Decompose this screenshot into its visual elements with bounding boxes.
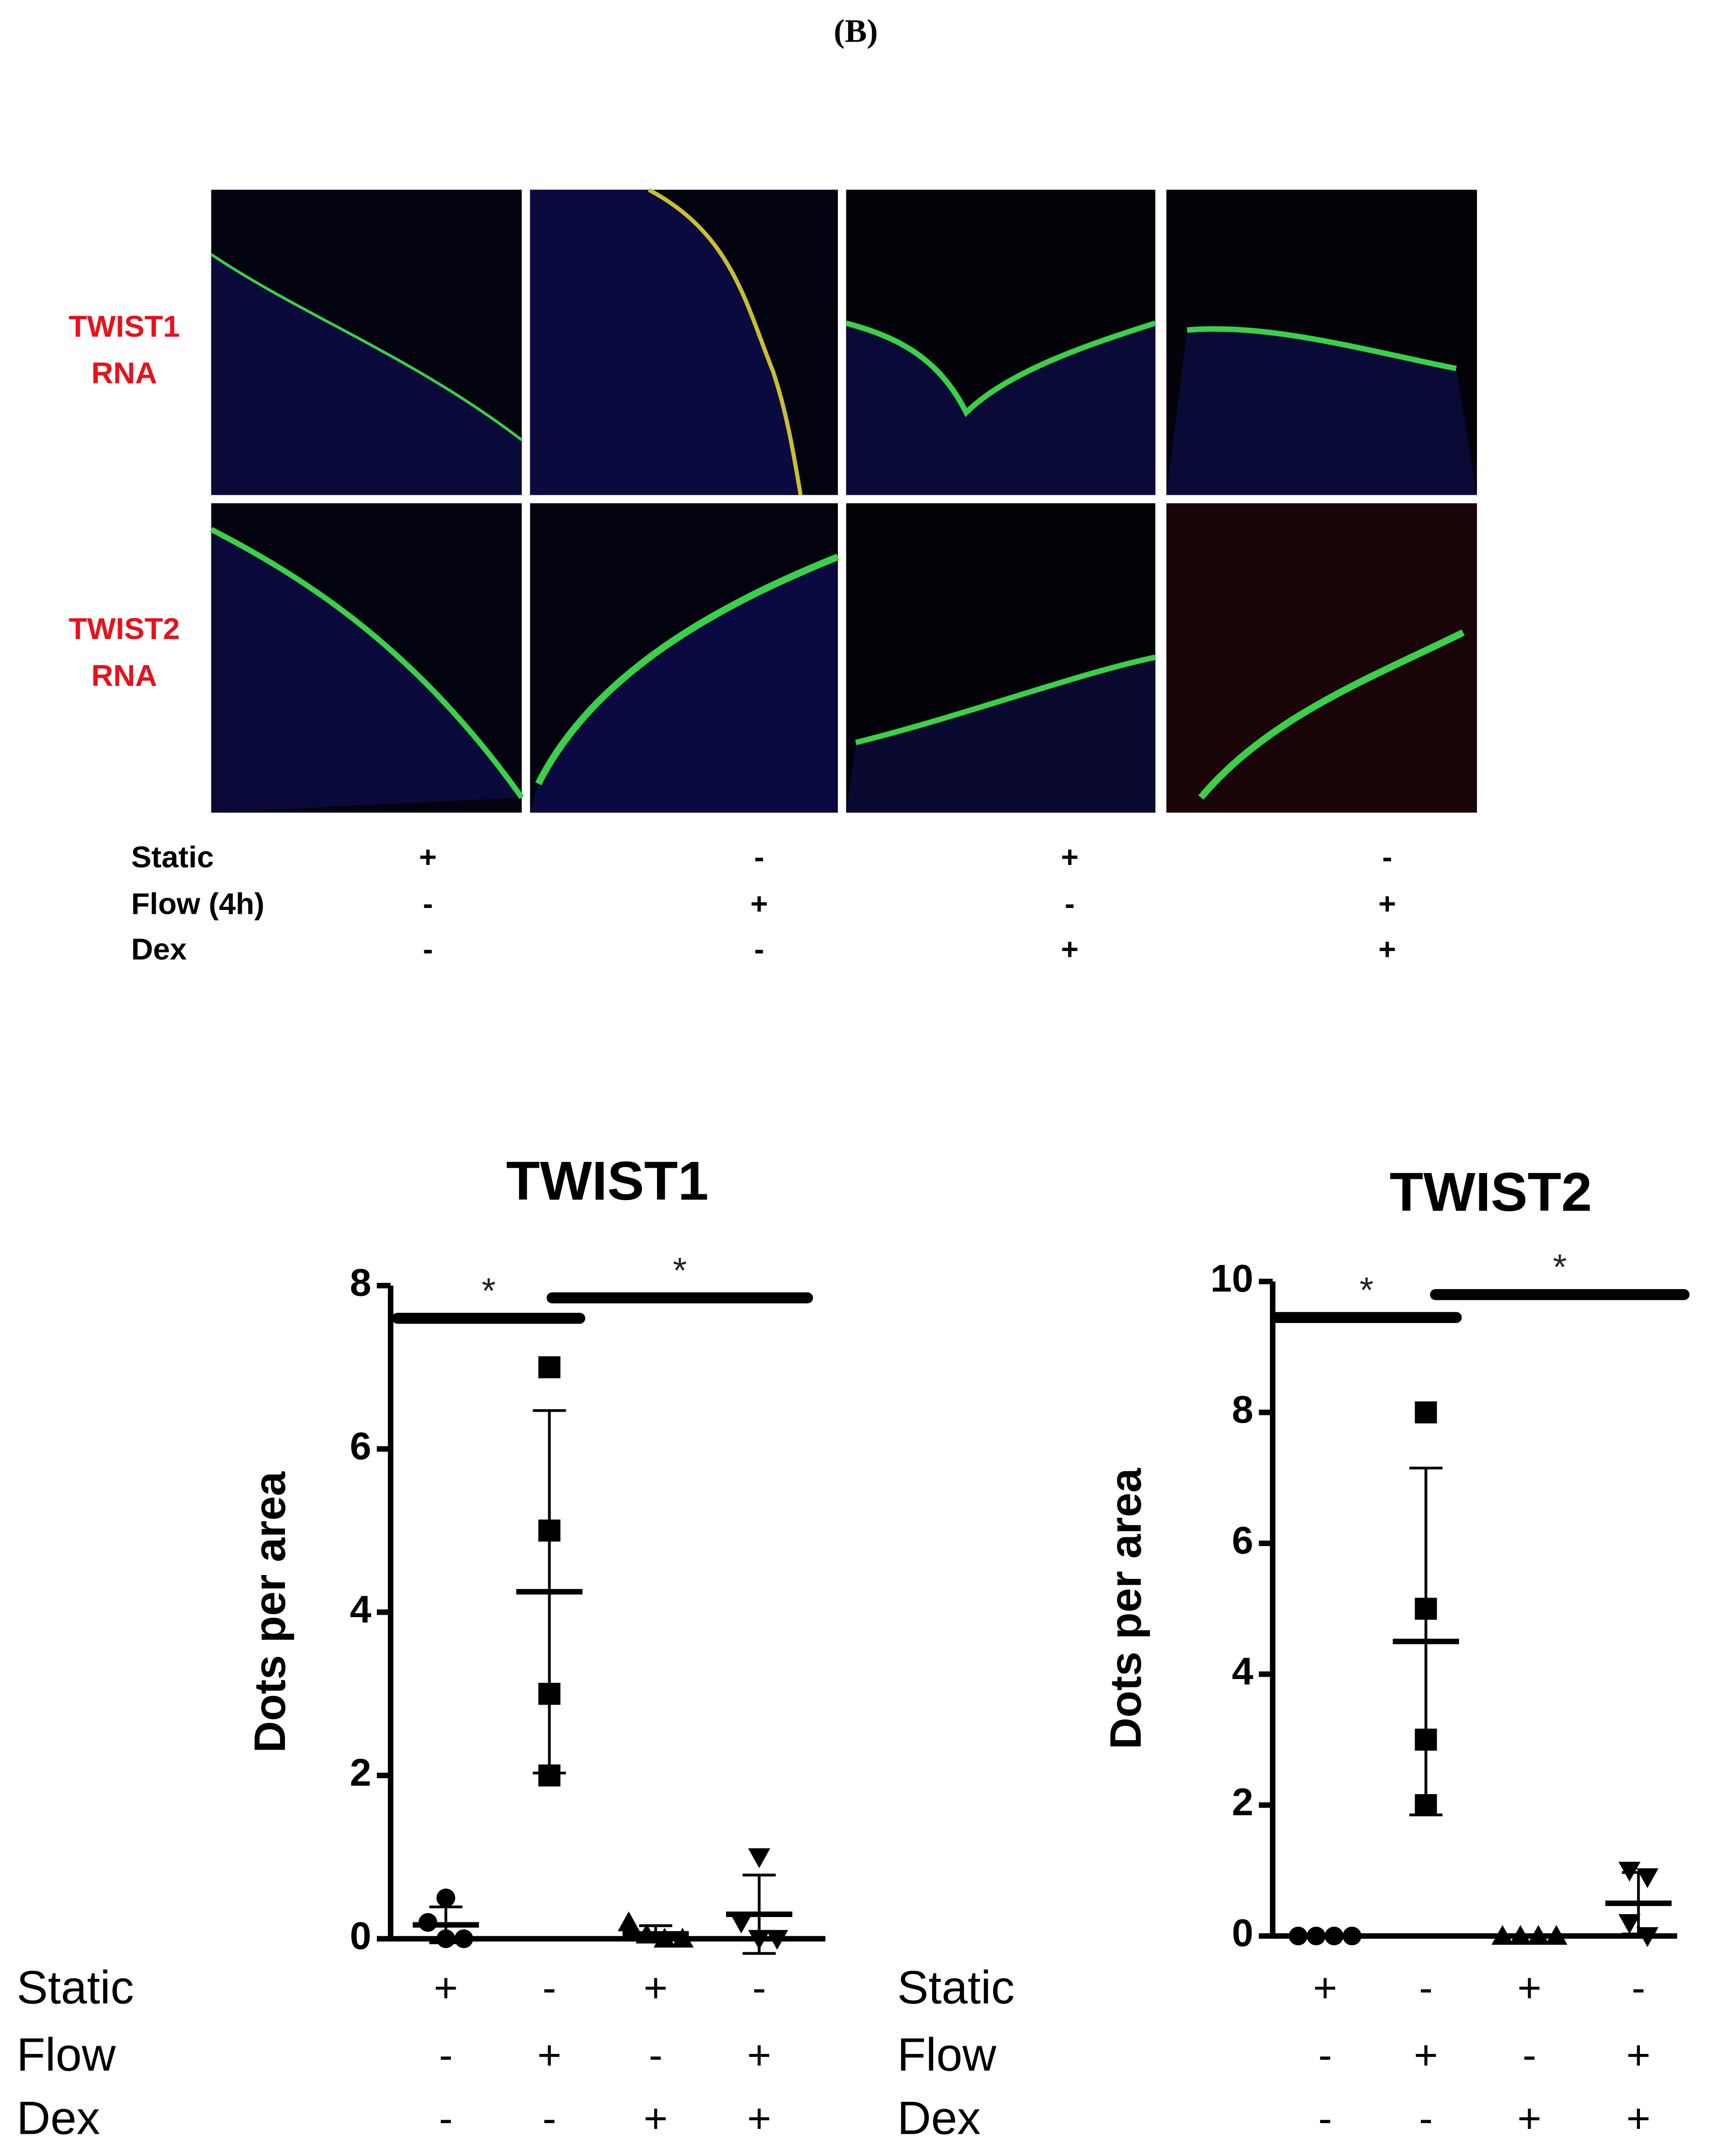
y-tick-label: 6 [350, 1424, 371, 1467]
y-tick-label: 4 [350, 1588, 371, 1631]
tissue-edge [1198, 629, 1465, 800]
tissue-edge [535, 553, 839, 786]
condition-sign: + [750, 887, 768, 921]
significance-label: * [673, 1250, 687, 1291]
condition-label: Dex [131, 933, 187, 966]
tissue-edge [210, 253, 523, 441]
condition-sign: + [537, 2033, 562, 2079]
chart-title: TWIST1 [506, 1150, 708, 1212]
tissue [530, 557, 838, 813]
condition-sign: + [643, 1965, 668, 2011]
tissue-edge [648, 188, 803, 495]
micrograph [1166, 503, 1477, 813]
data-point [454, 1929, 474, 1948]
condition-sign: + [1626, 2096, 1651, 2142]
y-tick-label: 8 [350, 1261, 371, 1304]
row-label: TWIST2 [69, 612, 180, 646]
condition-sign: - [754, 933, 764, 966]
condition-sign: - [1522, 2033, 1536, 2079]
condition-sign: - [1632, 1965, 1646, 2011]
condition-label: Static [131, 840, 214, 874]
row-label: RNA [91, 659, 157, 693]
y-tick-label: 2 [350, 1751, 371, 1794]
y-axis-label: Dots per area [246, 1471, 295, 1753]
data-point [1415, 1401, 1437, 1424]
condition-sign: - [1419, 2096, 1433, 2142]
data-point [1636, 1927, 1659, 1947]
condition-sign: + [747, 2033, 771, 2079]
data-point [766, 1930, 789, 1950]
data-point [617, 1911, 640, 1932]
condition-sign: + [747, 2096, 771, 2142]
condition-sign: + [1414, 2033, 1438, 2079]
condition-sign: + [1518, 2096, 1542, 2142]
data-point [730, 1913, 753, 1933]
condition-sign: - [752, 1965, 766, 2011]
condition-sign: - [1065, 887, 1075, 921]
panel-label: (B) [834, 13, 878, 49]
y-tick-label: 6 [1232, 1519, 1253, 1562]
data-point [748, 1848, 771, 1868]
condition-sign: - [1318, 2033, 1332, 2079]
data-point [1618, 1914, 1641, 1934]
condition-sign: + [1061, 933, 1079, 966]
condition-sign: + [1313, 1965, 1337, 2011]
condition-label: Dex [16, 2092, 100, 2144]
tissue-edge [209, 527, 524, 799]
condition-label: Flow [897, 2028, 997, 2081]
y-tick-label: 10 [1210, 1257, 1253, 1300]
condition-sign: - [754, 840, 764, 874]
y-tick-label: 0 [350, 1914, 371, 1957]
condition-sign: - [1318, 2096, 1332, 2142]
data-point [671, 1928, 694, 1948]
condition-label: Flow [16, 2028, 116, 2081]
condition-sign: - [1419, 1965, 1433, 2011]
condition-sign: + [643, 2096, 668, 2142]
significance-label: * [1553, 1247, 1567, 1287]
condition-label: Flow (4h) [131, 887, 264, 921]
condition-sign: + [1626, 2033, 1651, 2079]
tissue [1166, 328, 1477, 495]
tissue [846, 323, 1156, 495]
condition-sign: - [423, 933, 433, 966]
condition-sign: + [1378, 933, 1396, 966]
condition-sign: + [434, 1965, 458, 2011]
condition-sign: + [419, 840, 437, 874]
condition-sign: + [1518, 1965, 1542, 2011]
significance-label: * [1359, 1270, 1373, 1310]
tissue-edge [1187, 326, 1457, 372]
y-tick-label: 2 [1232, 1781, 1253, 1824]
tissue-edge [845, 320, 1156, 417]
condition-sign: - [423, 887, 433, 921]
row-label: RNA [91, 357, 157, 390]
condition-sign: + [1061, 840, 1079, 874]
data-point [436, 1888, 456, 1907]
y-axis-label: Dots per area [1102, 1468, 1150, 1750]
condition-sign: - [542, 2096, 556, 2142]
condition-label: Static [897, 1961, 1015, 2014]
significance-label: * [482, 1271, 496, 1311]
condition-sign: + [1378, 887, 1396, 921]
condition-sign: - [649, 2033, 663, 2079]
tissue [846, 657, 1156, 813]
chart-title: TWIST2 [1389, 1161, 1592, 1223]
micrographs [207, 185, 1481, 818]
condition-label: Static [16, 1961, 134, 2014]
tissue [211, 254, 522, 495]
condition-sign: - [542, 1965, 556, 2011]
condition-label: Dex [897, 2092, 981, 2144]
y-tick-label: 0 [1232, 1911, 1253, 1954]
condition-sign: - [1382, 840, 1392, 874]
row-label: TWIST1 [69, 310, 180, 343]
condition-sign: - [439, 2096, 453, 2142]
data-point [538, 1356, 561, 1379]
y-tick-label: 8 [1232, 1388, 1253, 1431]
y-tick-label: 4 [1232, 1650, 1253, 1693]
tissue [211, 529, 522, 813]
tissue-edge [855, 654, 1156, 745]
condition-sign: - [439, 2033, 453, 2079]
tissue [530, 190, 801, 495]
